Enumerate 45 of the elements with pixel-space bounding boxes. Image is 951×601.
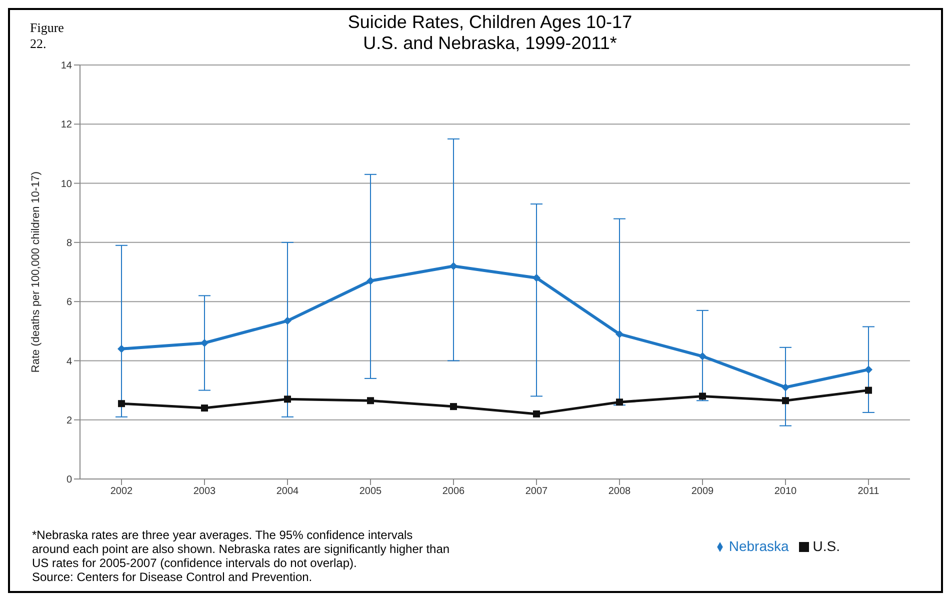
y-axis-title: Rate (deaths per 100,000 children 10-17): [30, 171, 42, 373]
legend-label: U.S.: [812, 538, 840, 554]
text: *Nebraska rates are three year averages. The 95% confidence intervals around each point are also shown. Nebraska rates are significantly higher than US rates for 2005-2007 (confidence intervals do not overlap).: [32, 528, 451, 570]
x-tick-label: 2009: [691, 486, 714, 498]
point: [118, 400, 125, 408]
point: [616, 398, 623, 406]
point: [201, 404, 208, 412]
x-tick-label: 2007: [525, 486, 548, 498]
point: [616, 330, 624, 338]
point: [533, 410, 540, 418]
y-tick-label: 10: [60, 178, 72, 190]
point: [450, 403, 457, 410]
point: [200, 338, 208, 347]
x-tick-label: 2003: [193, 486, 216, 498]
point: [284, 396, 291, 403]
y-tick-label: 8: [66, 238, 72, 249]
x-tick-label: 2002: [110, 486, 134, 498]
point: [118, 344, 126, 353]
point: [284, 316, 292, 325]
chart-title: Suicide Rates, Children Ages 10-17 U.S. and Nebraska, 1999-2011*: [346, 12, 634, 54]
y-tick-label: 2: [66, 415, 72, 426]
point: [698, 352, 706, 360]
point: [865, 386, 872, 394]
point: [782, 397, 789, 404]
x-tick-label: 2004: [276, 486, 300, 498]
point: [366, 276, 374, 285]
y-tick-label: 0: [66, 474, 72, 486]
point: [450, 262, 458, 270]
y-tick-label: 14: [60, 60, 72, 72]
legend-label: Nebraska: [728, 538, 789, 554]
point: [532, 274, 540, 282]
y-tick-label: 6: [66, 297, 72, 308]
point: [699, 392, 706, 400]
point: [367, 397, 374, 404]
x-tick-label: 2006: [442, 486, 466, 498]
x-tick-label: 2011: [858, 486, 880, 498]
x-tick-label: 2008: [608, 486, 632, 498]
source-note: Source: Centers for Disease Control and Prevention.: [32, 570, 314, 584]
point: [782, 383, 790, 392]
y-tick-label: 12: [60, 120, 72, 131]
y-tick-label: 4: [66, 356, 72, 368]
x-tick-label: 2005: [359, 486, 382, 498]
x-tick-label: 2010: [774, 486, 798, 498]
point: [864, 366, 872, 374]
caption: Figure 22.: [30, 20, 64, 52]
